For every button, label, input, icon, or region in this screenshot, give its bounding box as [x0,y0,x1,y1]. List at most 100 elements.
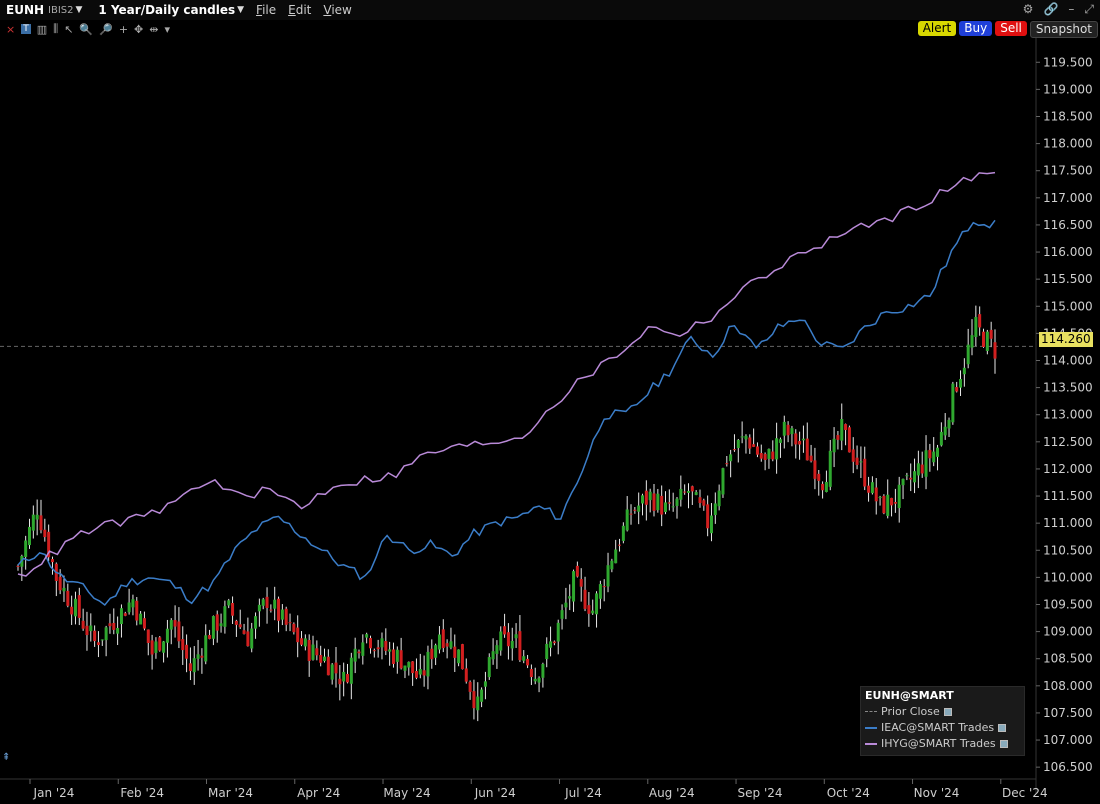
candle-body [150,640,154,655]
symbol-dropdown-icon[interactable]: ▼ [75,5,83,15]
candle-body [813,460,817,479]
x-tick-label: Mar '24 [208,786,253,800]
candle-body [368,638,372,649]
candle-body [418,669,422,675]
candle-body [878,496,882,499]
candle-body [801,438,805,441]
candle-body [924,450,928,477]
candle-body [93,630,97,642]
period-selector[interactable]: 1 Year/Daily candles [98,3,236,17]
legend-item[interactable]: Prior Close [865,705,1020,718]
minimize-icon[interactable]: – [1068,2,1075,16]
exchange-label[interactable]: IBIS2 [48,4,74,16]
menu-edit[interactable]: Edit [288,3,312,17]
candle-body [844,424,848,431]
candle-body [487,657,491,678]
candle-body [522,656,526,661]
candle-body [821,483,825,491]
candle-body [96,642,100,646]
bars-tool-icon[interactable]: ▥ [36,22,48,36]
legend-item[interactable]: IHYG@SMART Trades [865,737,1020,750]
candle-body [679,488,683,500]
candles-tool-icon[interactable]: ⫼ [53,22,59,35]
candle-body [744,435,748,440]
candle-body [947,419,951,429]
left-scroll-marker-icon[interactable]: ⇞ [2,752,11,763]
candle-body [970,335,974,348]
candle-body [257,604,261,612]
candle-body [855,457,859,466]
more-tools-icon[interactable]: ▾ [164,22,170,36]
close-drawing-icon[interactable]: × [6,22,16,36]
y-tick-label: 108.000 [1043,679,1093,693]
checkbox-icon[interactable] [999,739,1008,748]
candle-body [867,485,871,493]
y-tick-label: 114.000 [1043,353,1093,367]
sell-button[interactable]: Sell [995,21,1027,36]
symbol-label[interactable]: EUNH [6,3,45,17]
period-dropdown-icon[interactable]: ▼ [237,5,245,15]
link-icon[interactable]: 🔗 [1043,2,1059,16]
pan-icon[interactable]: ✥ [134,22,144,36]
candle-body [100,639,104,641]
candle-body [533,678,537,682]
x-tick-label: Aug '24 [649,786,695,800]
candle-body [16,565,20,567]
x-tick-label: Sep '24 [738,786,783,800]
candle-body [449,641,453,648]
x-tick-label: Jul '24 [564,786,602,800]
legend-swatch-ihyg [865,742,877,745]
crosshair-icon[interactable]: + [118,22,129,36]
candle-body [629,513,633,515]
candle-body [955,387,959,392]
candle-body [146,629,150,643]
candle-body [376,647,380,650]
candle-body [269,609,273,611]
zoom-out-icon[interactable]: 🔎 [99,22,113,36]
candle-body [913,471,917,483]
chart-area[interactable]: 106.500 107.000 107.500 108.000 108.500 109.0… [0,38,1100,804]
candle-body [112,622,116,630]
snapshot-button[interactable]: Snapshot [1029,21,1098,38]
candle-body [805,438,809,461]
checkbox-icon[interactable] [943,707,952,716]
x-tick-label: Oct '24 [827,786,870,800]
buy-button[interactable]: Buy [959,21,993,36]
menu-file[interactable]: File [256,3,277,17]
legend-panel: EUNH@SMART Prior Close IEAC@SMART Trades… [860,686,1025,756]
checkbox-icon[interactable] [998,723,1007,732]
y-tick-label: 117.000 [1043,191,1093,205]
candle-body [985,331,989,351]
candle-body [905,475,909,477]
candle-body [192,658,196,673]
candle-body [70,606,74,615]
candle-body [506,632,510,647]
candle-body [771,451,775,460]
legend-label: IHYG@SMART Trades [881,737,996,750]
legend-label: Prior Close [881,705,940,718]
scale-icon[interactable]: ⇹ [149,22,159,36]
candle-body [966,344,970,365]
candle-body [660,495,664,515]
pointer-tool-icon[interactable]: ↖ [64,22,74,36]
zoom-in-icon[interactable]: 🔍 [79,22,94,36]
candle-body [587,605,591,614]
candle-body [414,670,418,678]
candle-body [108,623,112,627]
text-tool-icon[interactable]: T [21,24,31,34]
gear-icon[interactable]: ⚙ [1022,2,1034,16]
menu-view[interactable]: View [323,3,352,17]
candle-body [85,625,89,636]
candle-body [667,502,671,504]
candle-body [162,641,166,653]
candle-body [598,584,602,599]
expand-icon[interactable]: ⤢ [1084,2,1094,16]
alert-button[interactable]: Alert [917,21,957,36]
candle-body [127,602,131,613]
legend-title: EUNH@SMART [865,689,954,702]
candle-body [686,490,690,493]
legend-item[interactable]: IEAC@SMART Trades [865,721,1020,734]
price-chart[interactable]: 106.500 107.000 107.500 108.000 108.500 109.0… [0,38,1100,804]
candle-body [39,515,43,531]
candle-body [323,656,327,662]
